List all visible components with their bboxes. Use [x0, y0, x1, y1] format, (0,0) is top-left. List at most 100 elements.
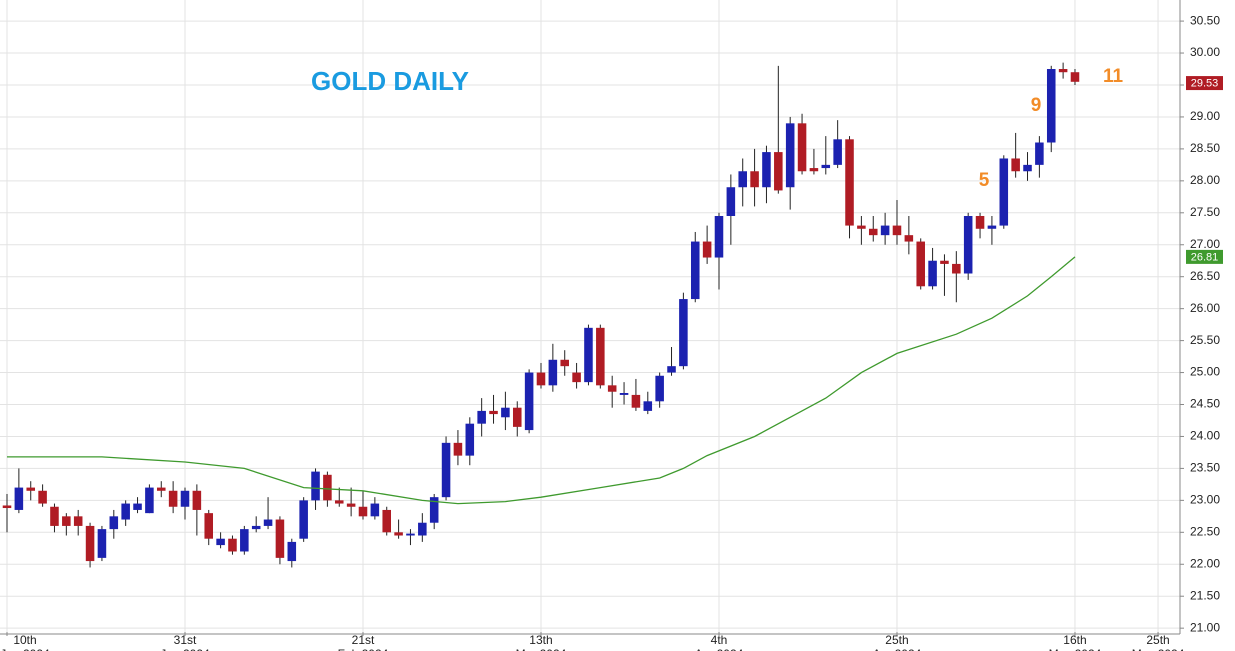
y-tick-label: 21.00 — [1190, 620, 1220, 634]
candle-body — [845, 139, 854, 226]
x-tick-label: 31st — [174, 633, 197, 647]
y-tick-label: 28.00 — [1190, 173, 1220, 187]
candle-body — [584, 327, 593, 383]
candle-body — [394, 532, 403, 536]
x-tick-sublabel: Jan 2024 — [0, 647, 50, 651]
candle-body — [928, 260, 937, 287]
y-tick-label: 22.50 — [1190, 524, 1220, 538]
candle-body — [418, 522, 427, 536]
candle-body — [690, 241, 700, 300]
candle-body — [762, 152, 771, 188]
candle-body — [560, 359, 569, 367]
candle-body — [536, 372, 546, 386]
y-tick-label: 27.50 — [1190, 205, 1220, 219]
candle-body — [204, 513, 214, 539]
candle-body — [631, 394, 641, 408]
candle-body — [952, 263, 961, 274]
price-tag-label: 29.53 — [1191, 77, 1219, 89]
candle-body — [667, 366, 676, 373]
candle-body — [524, 372, 534, 431]
candle-body — [2, 505, 12, 509]
candle-body — [346, 503, 356, 507]
candle-body — [145, 487, 154, 514]
candle-body — [714, 215, 724, 258]
x-tick-sublabel: Apr 2024 — [695, 647, 744, 651]
candle-body — [121, 503, 130, 520]
y-tick-label: 23.00 — [1190, 493, 1220, 507]
candle-body — [311, 471, 320, 501]
candle-body — [643, 401, 653, 411]
candle-body — [192, 490, 202, 510]
x-tick-sublabel: Jan 2024 — [160, 647, 210, 651]
chart-title: GOLD DAILY — [311, 66, 469, 96]
candle-body — [489, 410, 498, 415]
y-tick-label: 21.50 — [1190, 588, 1220, 602]
x-tick-label: 13th — [529, 633, 552, 647]
candle-body — [62, 516, 71, 526]
x-tick-label: 25th — [1146, 633, 1169, 647]
candle-body — [868, 228, 878, 236]
x-tick-label: 4th — [711, 633, 728, 647]
candle-body — [904, 235, 914, 242]
y-tick-label: 27.00 — [1190, 237, 1220, 251]
candle-body — [726, 187, 736, 216]
candle-body — [263, 519, 273, 526]
x-tick-label: 25th — [885, 633, 908, 647]
candle-body — [785, 123, 795, 188]
candle-body — [607, 385, 617, 392]
y-tick-label: 23.50 — [1190, 461, 1220, 475]
x-tick-label: 16th — [1063, 633, 1086, 647]
y-tick-label: 25.00 — [1190, 365, 1220, 379]
candle-body — [73, 516, 83, 526]
candle-body — [287, 541, 297, 562]
candle-body — [275, 519, 285, 558]
candle-body — [774, 152, 783, 191]
candle-body — [323, 474, 332, 501]
price-tag — [1186, 76, 1223, 91]
annotation: 11 — [1103, 66, 1124, 87]
candle-body — [156, 487, 166, 491]
y-tick-label: 25.50 — [1190, 333, 1220, 347]
candle-body — [1035, 142, 1044, 165]
candle-body — [382, 509, 391, 533]
candle-body — [501, 407, 510, 418]
candle-body — [797, 123, 807, 172]
candle-body — [963, 215, 973, 274]
candle-body — [180, 490, 190, 507]
candle-body — [987, 225, 997, 229]
y-tick-label: 24.00 — [1190, 429, 1220, 443]
candle-body — [999, 158, 1009, 226]
candle-body — [370, 503, 380, 517]
y-tick-label: 28.50 — [1190, 141, 1220, 155]
y-tick-label: 24.50 — [1190, 397, 1220, 411]
candle-body — [97, 529, 107, 558]
candle-body — [477, 410, 486, 424]
candle-body — [441, 442, 451, 498]
candle-body — [299, 500, 308, 539]
candle-body — [833, 139, 842, 165]
annotation: 9 — [1031, 95, 1042, 116]
y-tick-label: 26.50 — [1190, 269, 1220, 283]
x-tick-sublabel: Apr 2024 — [873, 647, 922, 651]
candle-body — [228, 538, 237, 552]
candle-body — [26, 487, 36, 491]
moving-average — [7, 256, 1076, 505]
y-tick-label: 30.50 — [1190, 13, 1220, 27]
candle-body — [465, 423, 475, 456]
candle-body — [109, 516, 119, 530]
x-tick-sublabel: Feb 2024 — [338, 647, 389, 651]
candle-body — [240, 529, 249, 552]
candle-body — [168, 490, 178, 507]
candle-body — [821, 164, 831, 169]
y-tick-label: 26.00 — [1190, 301, 1220, 315]
candle-body — [548, 359, 558, 386]
y-tick-label: 30.00 — [1190, 45, 1220, 59]
candle-body — [572, 372, 581, 383]
x-tick-label: 21st — [352, 633, 375, 647]
candle-body — [1070, 72, 1080, 82]
x-tick-label: 10th — [13, 633, 36, 647]
candle-body — [975, 215, 985, 229]
candle-body — [809, 168, 819, 172]
